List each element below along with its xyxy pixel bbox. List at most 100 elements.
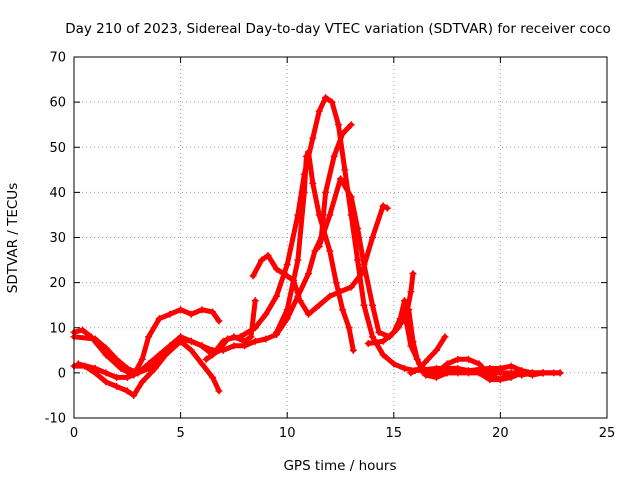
data-point-marker [102,378,110,386]
data-point-marker [215,317,223,325]
data-point-marker [528,369,536,377]
data-point-marker [379,202,387,210]
data-point-marker [339,306,347,314]
y-tick-label: 40 [49,186,66,201]
data-point-marker [496,364,504,372]
x-tick-label: 10 [279,426,296,441]
data-point-marker [198,360,206,368]
data-point-marker [407,288,415,296]
data-point-marker [379,351,387,359]
data-point-marker [315,107,323,115]
data-point-marker [123,387,131,395]
data-point-marker [539,369,547,377]
data-point-marker [400,297,408,305]
data-point-marker [309,179,317,187]
data-point-marker [236,333,244,341]
data-point-marker [130,391,138,399]
data-point-marker [375,328,383,336]
data-point-marker [251,337,259,345]
data-point-marker [347,283,355,291]
data-point-marker [413,355,421,363]
data-point-marker [486,364,494,372]
data-point-marker [251,297,259,305]
data-point-marker [91,364,99,372]
data-point-marker [113,382,121,390]
axis-ticks: 0 5 10 15 20 25 -10 0 10 20 30 40 50 60 70 [45,51,616,442]
data-point-marker [383,204,391,212]
y-tick-label: 60 [49,96,66,111]
data-point-marker [405,306,413,314]
data-point-marker [230,342,238,350]
x-tick-label: 25 [599,426,616,441]
data-point-marker [209,373,217,381]
data-point-marker [273,292,281,300]
x-tick-label: 5 [176,426,184,441]
data-point-marker [187,337,195,345]
data-point-marker [209,308,217,316]
x-tick-label: 0 [70,426,78,441]
y-tick-label: 20 [49,276,66,291]
data-point-marker [155,315,163,323]
data-point-marker [251,324,259,332]
data-point-marker [102,351,110,359]
data-point-marker [354,224,362,232]
data-point-marker [305,310,313,318]
data-point-marker [330,152,338,160]
data-point-marker [518,371,526,379]
x-axis-label: GPS time / hours [283,458,396,474]
data-point-marker [302,152,310,160]
data-point-marker [475,360,483,368]
data-point-marker [315,301,323,309]
data-point-marker [368,333,376,341]
data-point-marker [424,355,432,363]
data-point-marker [475,369,483,377]
data-point-marker [349,346,357,354]
data-point-marker [91,335,99,343]
data-point-marker [283,261,291,269]
data-point-marker [262,335,270,343]
data-point-marker [390,360,398,368]
data-point-marker [326,211,334,219]
data-point-marker [360,261,368,269]
data-point-marker [262,310,270,318]
data-point-marker [326,247,334,255]
data-point-marker [443,369,451,377]
x-tick-label: 15 [386,426,403,441]
data-point-marker [300,188,308,196]
data-point-marker [305,270,313,278]
y-tick-label: 10 [49,321,66,336]
data-point-marker [102,369,110,377]
data-point-marker [215,346,223,354]
series-line-arc-10 [406,307,546,378]
y-tick-label: 0 [58,366,66,381]
data-series [70,94,564,399]
data-point-marker [341,166,349,174]
data-point-marker [396,315,404,323]
data-point-marker [364,340,372,348]
y-tick-label: 50 [49,141,66,156]
data-point-marker [432,373,440,381]
data-point-marker [368,301,376,309]
data-point-marker [145,360,153,368]
y-tick-label: -10 [45,412,66,427]
data-point-marker [409,337,417,345]
data-point-marker [432,346,440,354]
data-point-marker [134,369,142,377]
y-tick-label: 30 [49,231,66,246]
y-tick-label: 70 [49,51,66,66]
data-point-marker [400,364,408,372]
chart-title: Day 210 of 2023, Sidereal Day-to-day VTE… [65,21,611,37]
data-point-marker [187,346,195,354]
data-point-marker [113,355,121,363]
data-point-marker [328,98,336,106]
y-axis-label: SDTVAR / TECUs [5,183,21,293]
data-point-marker [496,376,504,384]
data-point-marker [368,234,376,241]
data-point-marker [102,344,110,352]
data-point-marker [507,362,515,370]
data-point-marker [441,333,449,341]
data-point-marker [145,333,153,341]
data-point-marker [258,256,266,264]
series-line-arc-6 [250,203,390,317]
data-point-marker [556,369,564,377]
